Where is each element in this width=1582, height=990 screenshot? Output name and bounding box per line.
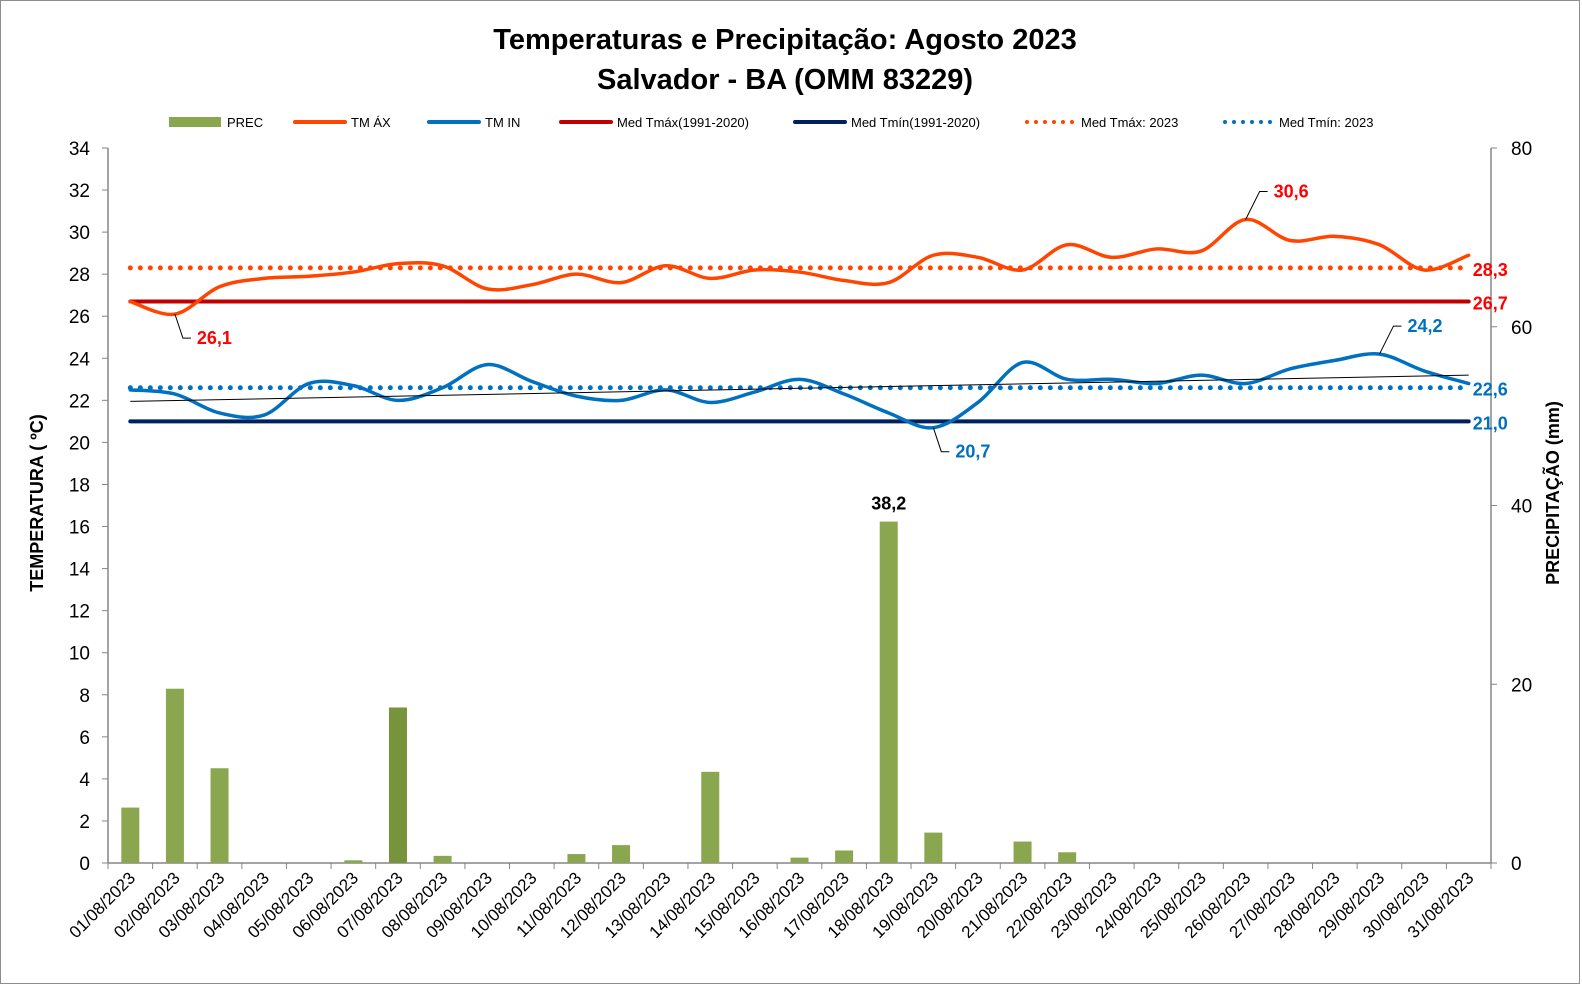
y-left-tick-label: 30 bbox=[69, 223, 90, 244]
legend-label: TM IN bbox=[485, 115, 520, 130]
prec-bar bbox=[388, 707, 407, 863]
y-left-tick-label: 2 bbox=[79, 812, 90, 833]
y-left-tick-label: 24 bbox=[69, 349, 91, 370]
y-left-tick-label: 12 bbox=[69, 602, 90, 623]
leader-line bbox=[1379, 325, 1402, 355]
tmax-extreme-label: 26,1 bbox=[197, 328, 232, 348]
y-left-tick-label: 26 bbox=[69, 307, 90, 328]
y-left-tick-label: 10 bbox=[69, 644, 90, 665]
prec-bar bbox=[165, 688, 184, 863]
leader-line bbox=[1245, 191, 1268, 220]
legend-label: TM ÁX bbox=[351, 115, 391, 130]
legend-label: Med Tmáx(1991-2020) bbox=[617, 115, 749, 130]
legend-label: PREC bbox=[227, 115, 263, 130]
chart-title: Temperaturas e Precipitação: Agosto 2023 bbox=[493, 24, 1076, 56]
leader-line bbox=[174, 313, 191, 339]
prec-bar bbox=[210, 768, 229, 863]
legend-label: Med Tmín: 2023 bbox=[1279, 115, 1373, 130]
legend-label: Med Tmáx: 2023 bbox=[1081, 115, 1178, 130]
tmax-extreme-label: 30,6 bbox=[1274, 182, 1309, 202]
axes: 0246810121416182022242628303234020406080… bbox=[66, 139, 1533, 942]
tmin-extreme-label: 20,7 bbox=[955, 442, 990, 462]
y-left-tick-label: 18 bbox=[69, 475, 90, 496]
y-left-tick-label: 22 bbox=[69, 391, 90, 412]
y-axis-left-label: TEMPERATURA ( ºC) bbox=[27, 414, 47, 592]
mean-value-label: 28,3 bbox=[1473, 260, 1508, 280]
prec-bar bbox=[612, 845, 631, 863]
y-right-tick-label: 60 bbox=[1511, 318, 1532, 339]
y-right-tick-label: 40 bbox=[1511, 497, 1532, 518]
prec-bar bbox=[433, 855, 452, 863]
legend-swatch-prec bbox=[169, 117, 221, 127]
leader-line bbox=[932, 427, 950, 453]
y-left-tick-label: 6 bbox=[79, 728, 90, 749]
prec-bar bbox=[924, 832, 943, 863]
prec-bar bbox=[701, 771, 720, 863]
data-labels: 26,1 30,6 20,7 24,2 38,2 28,3 26,7 22,6 21,0 bbox=[174, 182, 1508, 514]
y-right-tick-label: 0 bbox=[1511, 854, 1522, 875]
y-axis-right-label: PRECIPITAÇÃO (mm) bbox=[1542, 401, 1563, 585]
prec-bar bbox=[344, 860, 363, 863]
y-left-tick-label: 34 bbox=[69, 139, 91, 160]
prec-bar bbox=[567, 854, 586, 863]
y-left-tick-label: 8 bbox=[79, 686, 90, 707]
precipitation-bars bbox=[121, 521, 1077, 863]
y-left-tick-label: 28 bbox=[69, 265, 90, 286]
prec-max-label: 38,2 bbox=[871, 494, 906, 514]
y-left-tick-label: 14 bbox=[69, 560, 91, 581]
prec-bar bbox=[1013, 841, 1032, 863]
mean-value-label: 22,6 bbox=[1473, 380, 1508, 400]
legend-label: Med Tmín(1991-2020) bbox=[851, 115, 980, 130]
prec-bar bbox=[790, 857, 809, 863]
temperature-lines bbox=[127, 217, 1472, 430]
y-left-tick-label: 32 bbox=[69, 181, 90, 202]
y-left-tick-label: 0 bbox=[79, 854, 90, 875]
tmin-extreme-label: 24,2 bbox=[1407, 316, 1442, 336]
prec-bar bbox=[121, 807, 140, 863]
prec-bar bbox=[879, 521, 898, 863]
mean-value-label: 21,0 bbox=[1473, 413, 1508, 433]
y-left-tick-label: 20 bbox=[69, 433, 90, 454]
tmin-line bbox=[128, 352, 1471, 430]
y-left-tick-label: 16 bbox=[69, 518, 90, 539]
prec-bar bbox=[835, 850, 854, 863]
chart-subtitle: Salvador - BA (OMM 83229) bbox=[597, 64, 973, 96]
y-left-tick-label: 4 bbox=[79, 770, 90, 791]
tmin-trendline bbox=[130, 374, 1469, 402]
mean-value-label: 26,7 bbox=[1473, 294, 1508, 314]
y-right-tick-label: 80 bbox=[1511, 139, 1532, 160]
prec-bar bbox=[1058, 852, 1077, 863]
legend: PREC TM ÁX TM IN Med Tmáx(1991-2020) Med Tmí… bbox=[169, 115, 1373, 130]
y-right-tick-label: 20 bbox=[1511, 675, 1532, 696]
